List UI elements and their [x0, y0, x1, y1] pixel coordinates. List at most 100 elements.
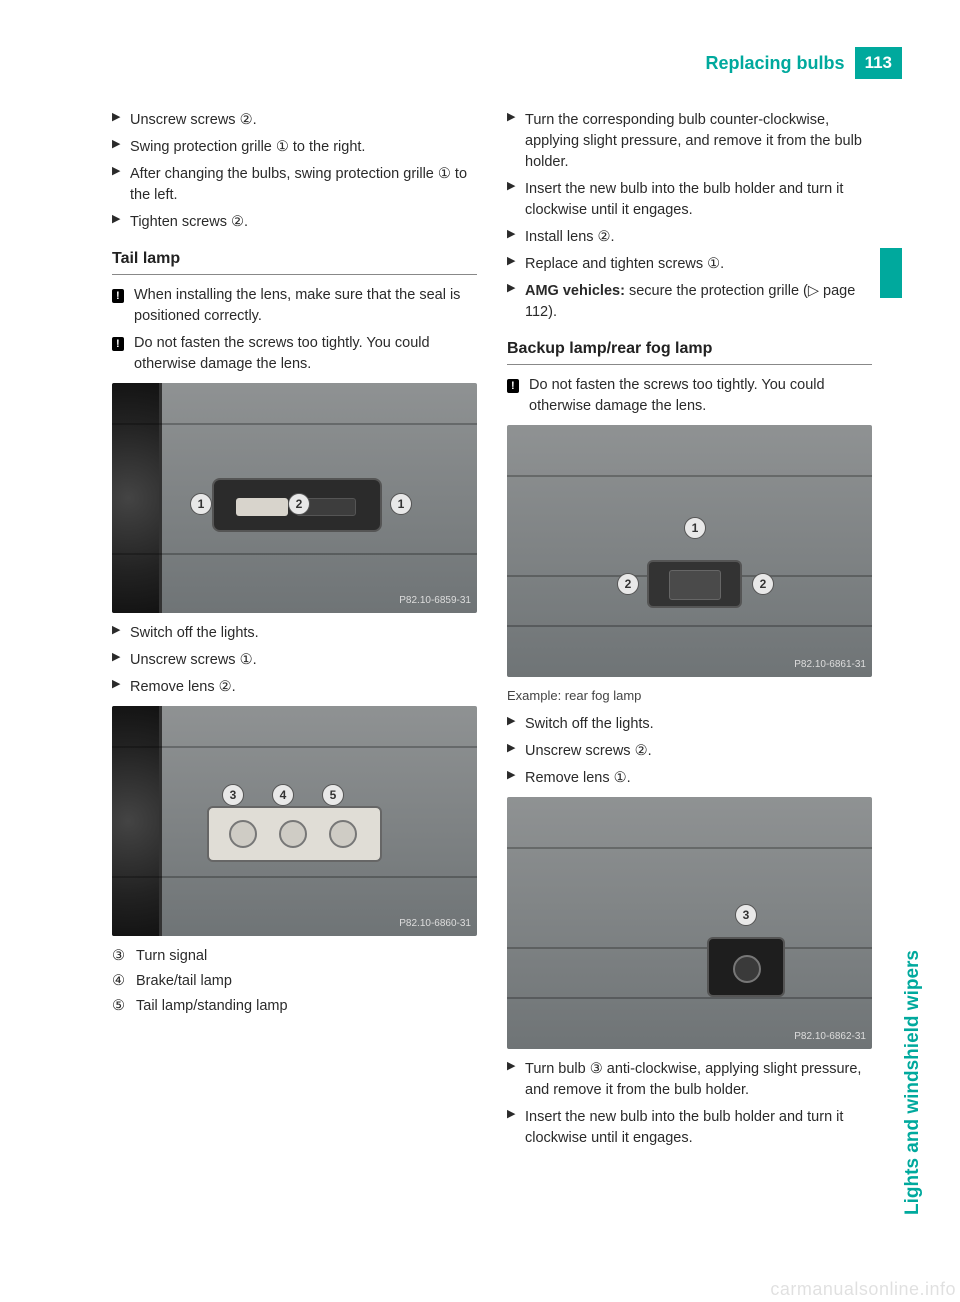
body-line — [112, 876, 477, 878]
bulb-socket — [733, 955, 761, 983]
side-tab — [880, 248, 902, 298]
bulb-housing — [707, 937, 785, 997]
spare-tire — [112, 383, 162, 613]
step: ▶Insert the new bulb into the bulb holde… — [507, 1107, 872, 1149]
step: ▶Switch off the lights. — [507, 714, 872, 735]
figure-tail-lamp-bulbs: 3 4 5 P82.10-6860-31 — [112, 706, 477, 936]
caution-icon: ! — [507, 375, 529, 417]
step: ▶Replace and tighten screws ①. — [507, 254, 872, 275]
body-line — [112, 553, 477, 555]
bulb-housing — [207, 806, 382, 862]
step-text: AMG vehicles: secure the protection gril… — [525, 281, 872, 323]
step: ▶After changing the bulbs, swing protect… — [112, 164, 477, 206]
step: ▶Turn bulb ③ anti-clockwise, applying sl… — [507, 1059, 872, 1101]
step-marker: ▶ — [507, 768, 525, 789]
caution-note: !When installing the lens, make sure tha… — [112, 285, 477, 327]
bulb-socket — [229, 820, 257, 848]
caution-icon: ! — [112, 333, 134, 375]
step: ▶Switch off the lights. — [112, 623, 477, 644]
figure-tag: P82.10-6861-31 — [794, 658, 866, 673]
step: ▶Unscrew screws ②. — [112, 110, 477, 131]
step-marker: ▶ — [507, 254, 525, 275]
step: ▶Swing protection grille ① to the right. — [112, 137, 477, 158]
legend-num: ③ — [112, 946, 136, 967]
callout-2b: 2 — [752, 573, 774, 595]
content-columns: ▶Unscrew screws ②. ▶Swing protection gri… — [112, 110, 872, 1155]
note-text: Do not fasten the screws too tightly. Yo… — [529, 375, 872, 417]
caution-note: !Do not fasten the screws too tightly. Y… — [507, 375, 872, 417]
step: ▶Unscrew screws ②. — [507, 741, 872, 762]
step: ▶Install lens ②. — [507, 227, 872, 248]
page-header: Replacing bulbs 113 — [706, 48, 902, 78]
legend-row: ④Brake/tail lamp — [112, 971, 477, 992]
legend-text: Turn signal — [136, 946, 207, 967]
step-text: Turn the corresponding bulb counter-cloc… — [525, 110, 872, 173]
callout-2: 2 — [617, 573, 639, 595]
body-line — [507, 625, 872, 627]
body-line — [507, 997, 872, 999]
heading-rule — [507, 364, 872, 365]
body-line — [507, 847, 872, 849]
step-marker: ▶ — [112, 164, 130, 206]
step-marker: ▶ — [112, 677, 130, 698]
step-text: Unscrew screws ②. — [130, 110, 477, 131]
callout-5: 5 — [322, 784, 344, 806]
step-marker: ▶ — [112, 137, 130, 158]
step: ▶Insert the new bulb into the bulb holde… — [507, 179, 872, 221]
amg-label: AMG vehicles: — [525, 283, 625, 299]
figure-tag: P82.10-6860-31 — [399, 917, 471, 932]
step-marker: ▶ — [112, 650, 130, 671]
callout-4: 4 — [272, 784, 294, 806]
step-text: Switch off the lights. — [525, 714, 872, 735]
step-marker: ▶ — [507, 741, 525, 762]
figure-caption: Example: rear fog lamp — [507, 687, 872, 706]
step-marker: ▶ — [112, 212, 130, 233]
legend-num: ④ — [112, 971, 136, 992]
page-number: 113 — [855, 47, 902, 79]
step-marker: ▶ — [507, 227, 525, 248]
callout-1b: 1 — [390, 493, 412, 515]
step-text: Remove lens ①. — [525, 768, 872, 789]
step-text: Insert the new bulb into the bulb holder… — [525, 179, 872, 221]
step: ▶AMG vehicles: secure the protection gri… — [507, 281, 872, 323]
legend-num: ⑤ — [112, 996, 136, 1017]
step-text: Replace and tighten screws ①. — [525, 254, 872, 275]
step: ▶Unscrew screws ①. — [112, 650, 477, 671]
legend-text: Brake/tail lamp — [136, 971, 232, 992]
step-marker: ▶ — [112, 110, 130, 131]
caution-icon: ! — [112, 285, 134, 327]
figure-tail-lamp-lens: 1 2 1 P82.10-6859-31 — [112, 383, 477, 613]
step: ▶Remove lens ②. — [112, 677, 477, 698]
figure-rear-fog-bulb: 3 P82.10-6862-31 — [507, 797, 872, 1049]
step-text: After changing the bulbs, swing protecti… — [130, 164, 477, 206]
body-line — [507, 947, 872, 949]
step-text: Unscrew screws ②. — [525, 741, 872, 762]
legend-row: ⑤Tail lamp/standing lamp — [112, 996, 477, 1017]
step: ▶Tighten screws ②. — [112, 212, 477, 233]
section-heading-tail-lamp: Tail lamp — [112, 247, 477, 270]
lens-panel — [647, 560, 742, 608]
step-marker: ▶ — [507, 179, 525, 221]
step-text: Turn bulb ③ anti-clockwise, applying sli… — [525, 1059, 872, 1101]
figure-rear-fog-lens: 1 2 2 P82.10-6861-31 — [507, 425, 872, 677]
side-section-label: Lights and windshield wipers — [902, 950, 924, 1215]
bulb-socket — [279, 820, 307, 848]
section-heading-backup-lamp: Backup lamp/rear fog lamp — [507, 337, 872, 360]
step: ▶Remove lens ①. — [507, 768, 872, 789]
step-text: Insert the new bulb into the bulb holder… — [525, 1107, 872, 1149]
legend-row: ③Turn signal — [112, 946, 477, 967]
callout-1: 1 — [190, 493, 212, 515]
step-text: Unscrew screws ①. — [130, 650, 477, 671]
step-marker: ▶ — [507, 281, 525, 323]
legend-text: Tail lamp/standing lamp — [136, 996, 288, 1017]
step-marker: ▶ — [507, 110, 525, 173]
body-line — [112, 423, 477, 425]
left-column: ▶Unscrew screws ②. ▶Swing protection gri… — [112, 110, 477, 1155]
step-text: Switch off the lights. — [130, 623, 477, 644]
watermark: carmanualsonline.info — [770, 1279, 956, 1300]
header-title: Replacing bulbs — [706, 53, 855, 74]
step-marker: ▶ — [507, 1107, 525, 1149]
spare-tire — [112, 706, 162, 936]
callout-3: 3 — [222, 784, 244, 806]
callout-3: 3 — [735, 904, 757, 926]
